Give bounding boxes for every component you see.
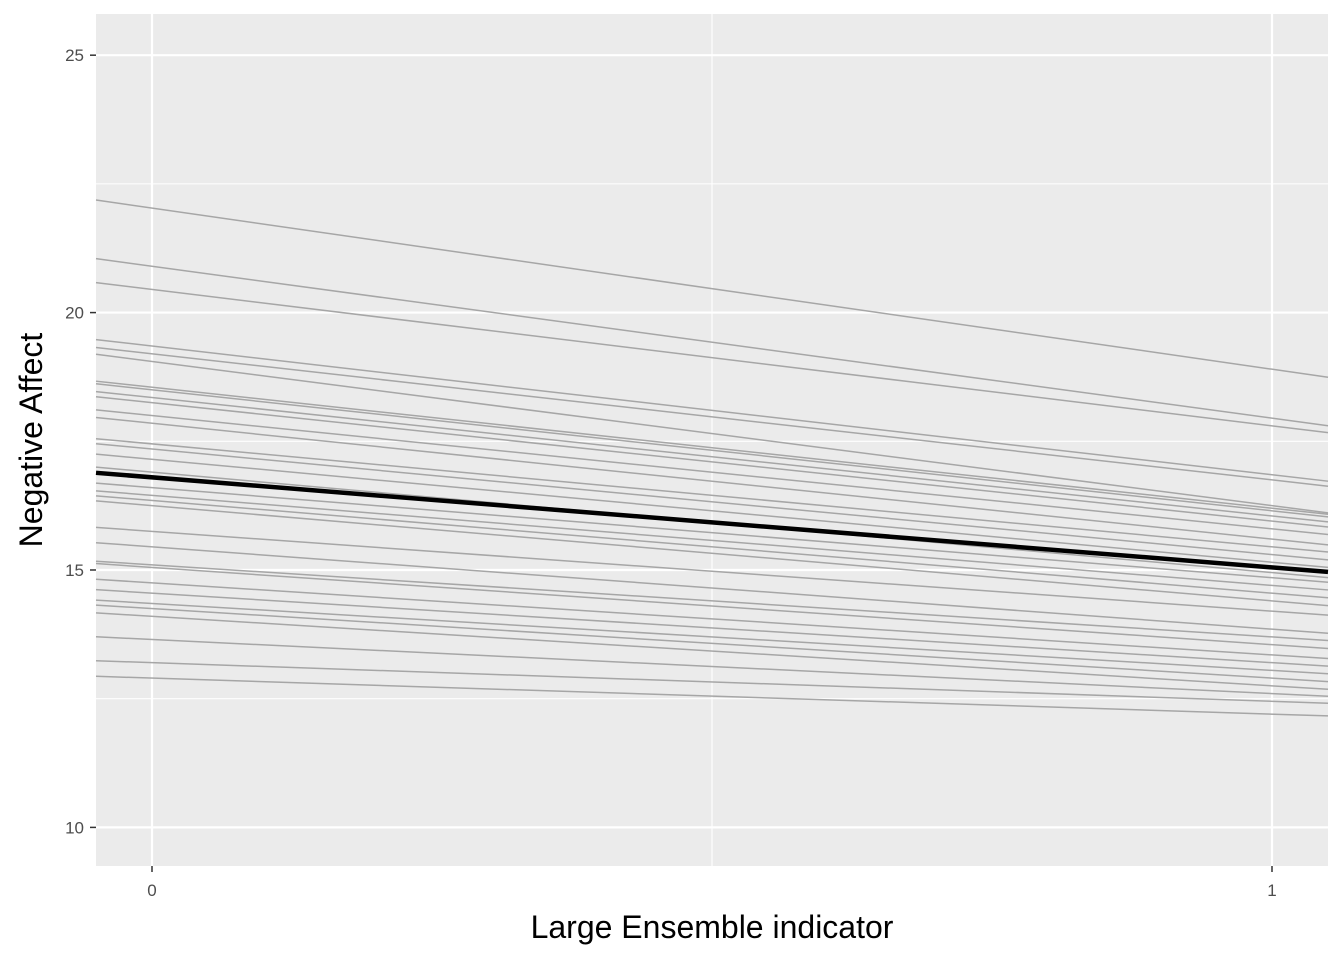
group-line [95, 599, 1329, 675]
group-line [95, 380, 1329, 516]
group-line [95, 659, 1329, 704]
minor-gridlines [96, 14, 1328, 866]
x-axis-title: Large Ensemble indicator [531, 909, 894, 945]
group-line [95, 500, 1329, 607]
group-line [95, 612, 1329, 691]
group-line [95, 560, 1329, 642]
x-tick-label: 0 [147, 881, 156, 900]
group-line [95, 390, 1329, 523]
y-axis-title: Negative Affect [13, 333, 49, 548]
group-line [95, 353, 1329, 514]
group-line [95, 541, 1329, 635]
group-line [95, 409, 1329, 536]
group-line [95, 588, 1329, 667]
major-gridlines [96, 14, 1328, 866]
group-line [95, 257, 1329, 427]
y-tick-label: 10 [65, 818, 84, 837]
group-line [95, 416, 1329, 546]
group-line [95, 383, 1329, 518]
group-line [95, 636, 1329, 697]
group-line [95, 338, 1329, 482]
group-line [95, 604, 1329, 683]
x-tick-label: 1 [1267, 881, 1276, 900]
y-tick-label: 25 [65, 46, 84, 65]
plot-panel [95, 199, 1329, 717]
group-line [95, 526, 1329, 616]
group-line [95, 490, 1329, 591]
group-line [95, 578, 1329, 660]
y-tick-label: 20 [65, 304, 84, 323]
group-line [95, 442, 1329, 561]
group-line [95, 453, 1329, 569]
group-line [95, 396, 1329, 528]
group-line [95, 562, 1329, 650]
group-line [95, 437, 1329, 553]
group-line [95, 675, 1329, 717]
y-tick-label: 15 [65, 561, 84, 580]
group-line [95, 482, 1329, 583]
group-line [95, 495, 1329, 599]
y-axis: 10 15 20 25 [65, 46, 96, 837]
group-line [95, 346, 1329, 487]
group-line [95, 199, 1329, 379]
average-line [95, 470, 1329, 575]
group-line [95, 281, 1329, 434]
